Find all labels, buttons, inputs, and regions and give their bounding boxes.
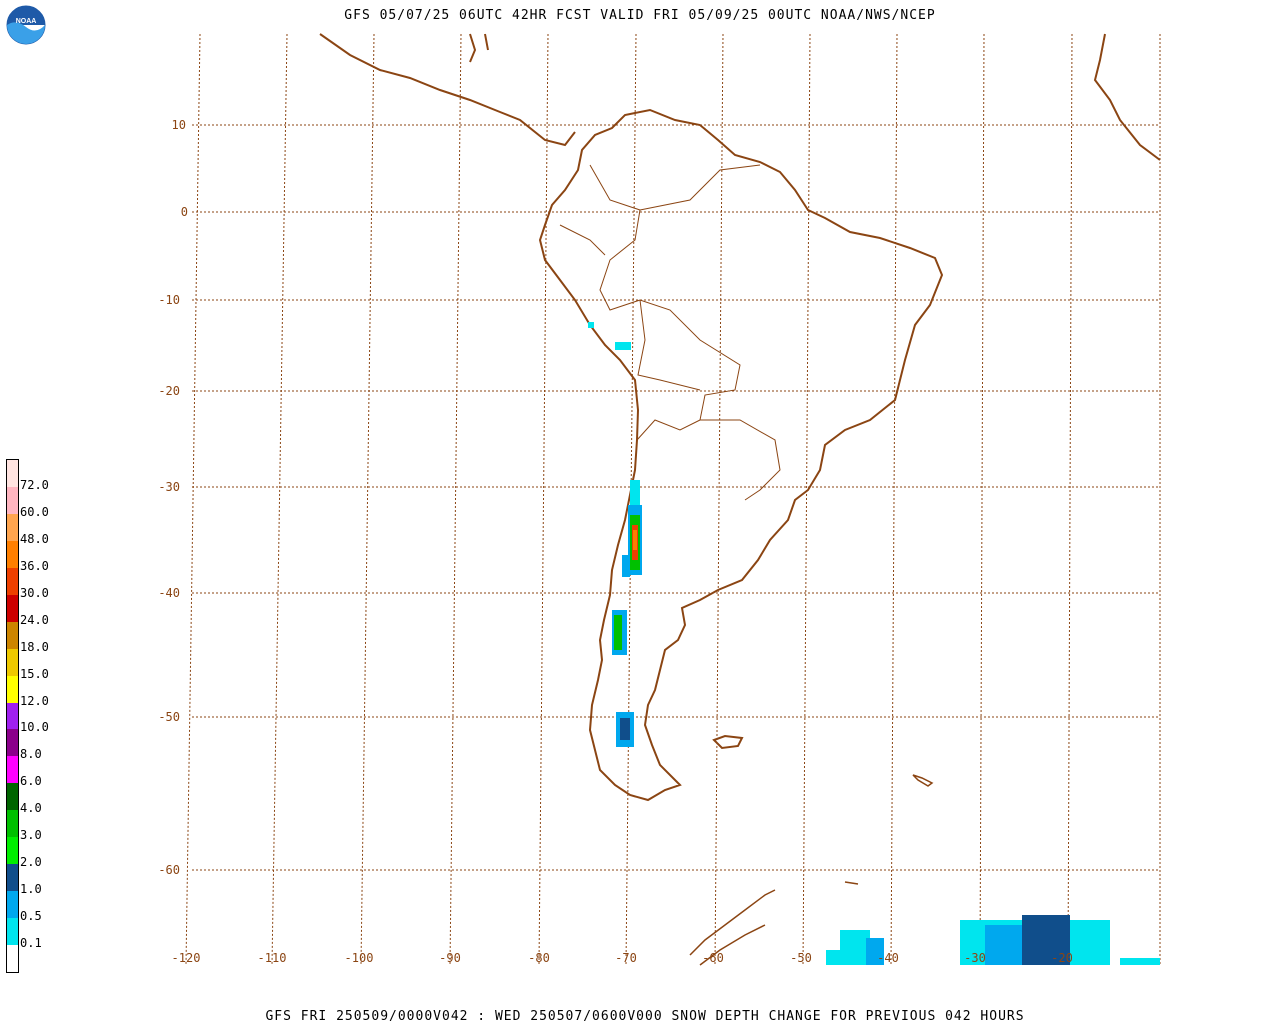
legend-label: 24.0	[20, 612, 49, 627]
snow-cell	[614, 615, 622, 650]
legend-swatch	[7, 567, 18, 595]
lat-label: -40	[158, 586, 180, 600]
legend-label: 0.5	[20, 909, 42, 924]
legend-swatch	[7, 918, 18, 946]
lon-label: -120	[172, 951, 201, 965]
central-america-coastline	[319, 33, 576, 147]
legend-swatch	[7, 486, 18, 514]
map-plot-area	[192, 34, 1160, 965]
south-georgia-island	[912, 774, 934, 787]
gridline-lon-m30	[979, 33, 985, 966]
legend-label: 0.1	[20, 936, 42, 951]
legend-label: 48.0	[20, 531, 49, 546]
legend-label: 8.0	[20, 747, 42, 762]
legend-swatch	[7, 864, 18, 892]
gridline-lon-m20	[1067, 33, 1073, 966]
lat-label: 0	[181, 205, 188, 219]
legend-label: 2.0	[20, 855, 42, 870]
snow-cell	[615, 342, 631, 350]
snow-cell	[826, 950, 844, 965]
legend-swatch	[7, 756, 18, 784]
legend-swatch	[7, 594, 18, 622]
legend-label: 3.0	[20, 828, 42, 843]
legend-label: 72.0	[20, 477, 49, 492]
lon-label: -90	[439, 951, 461, 965]
lat-label: -50	[158, 710, 180, 724]
footer-caption: GFS FRI 250509/0000V042 : WED 250507/060…	[265, 1009, 1025, 1024]
longitude-labels: -120 -110 -100 -90 -80 -70 -60 -50 -40 -…	[172, 951, 1073, 965]
south-america-coastline	[538, 108, 944, 802]
gridline-lon-m50	[802, 33, 811, 966]
lat-label: -60	[158, 863, 180, 877]
snow-cell	[630, 480, 640, 505]
lon-label: -100	[345, 951, 374, 965]
legend-swatch	[7, 675, 18, 703]
lon-label: -70	[615, 951, 637, 965]
snow-cell	[866, 938, 884, 965]
gridline-lon-m120	[185, 33, 201, 966]
legend-label: 1.0	[20, 882, 42, 897]
lon-label: -50	[790, 951, 812, 965]
snow-cell	[620, 718, 630, 740]
lon-label: -110	[258, 951, 287, 965]
longitude-gridlines	[185, 33, 1161, 966]
gridline-lon-m100	[360, 33, 375, 966]
legend-label: 6.0	[20, 774, 42, 789]
snow-cell	[633, 530, 637, 550]
color-legend	[6, 459, 19, 973]
latitude-gridlines	[192, 124, 1160, 871]
legend-swatch	[7, 540, 18, 568]
snow-cell	[1120, 958, 1160, 965]
legend-label: 15.0	[20, 666, 49, 681]
country-borders	[559, 164, 781, 501]
legend-swatch	[7, 460, 18, 487]
legend-swatch	[7, 729, 18, 757]
gridline-lon-m80	[538, 33, 549, 966]
lon-label: -20	[1051, 951, 1073, 965]
gridline-lon-m60	[714, 33, 724, 966]
legend-label: 12.0	[20, 693, 49, 708]
noaa-logo-icon: NOAA	[6, 5, 46, 45]
gridline-lon-m40	[890, 33, 898, 966]
legend-swatch	[7, 702, 18, 730]
logo-text: NOAA	[16, 18, 37, 25]
legend-swatch	[7, 513, 18, 541]
legend-swatch	[7, 837, 18, 865]
lat-label: -30	[158, 480, 180, 494]
legend-label: 36.0	[20, 558, 49, 573]
lat-label: -10	[158, 293, 180, 307]
lat-label: -20	[158, 384, 180, 398]
snow-cell	[1022, 915, 1070, 965]
antarctic-peninsula	[689, 881, 859, 966]
lon-label: -30	[964, 951, 986, 965]
legend-label: 30.0	[20, 585, 49, 600]
lat-label: 10	[172, 118, 186, 132]
legend-swatch	[7, 621, 18, 649]
legend-label: 60.0	[20, 504, 49, 519]
lon-label: -80	[528, 951, 550, 965]
gridline-lon-m110	[271, 33, 288, 966]
legend-swatch	[7, 891, 18, 919]
falkland-islands	[712, 734, 744, 750]
legend-swatch	[7, 945, 18, 972]
lon-label: -40	[877, 951, 899, 965]
page-title: GFS 05/07/25 06UTC 42HR FCST VALID FRI 0…	[344, 8, 936, 23]
legend-swatch	[7, 648, 18, 676]
legend-swatch	[7, 783, 18, 811]
legend-swatch	[7, 810, 18, 838]
legend-label: 10.0	[20, 720, 49, 735]
legend-label: 4.0	[20, 801, 42, 816]
africa-coastline	[1093, 33, 1161, 161]
snow-depth-shading	[588, 322, 1160, 965]
snow-cell	[840, 930, 870, 965]
legend-label: 18.0	[20, 639, 49, 654]
snow-cell	[622, 555, 630, 577]
snow-cell	[588, 322, 594, 328]
lon-label: -60	[702, 951, 724, 965]
gridline-lon-m90	[449, 33, 462, 966]
latitude-labels: 10 0 -10 -20 -30 -40 -50 -60	[158, 118, 188, 877]
